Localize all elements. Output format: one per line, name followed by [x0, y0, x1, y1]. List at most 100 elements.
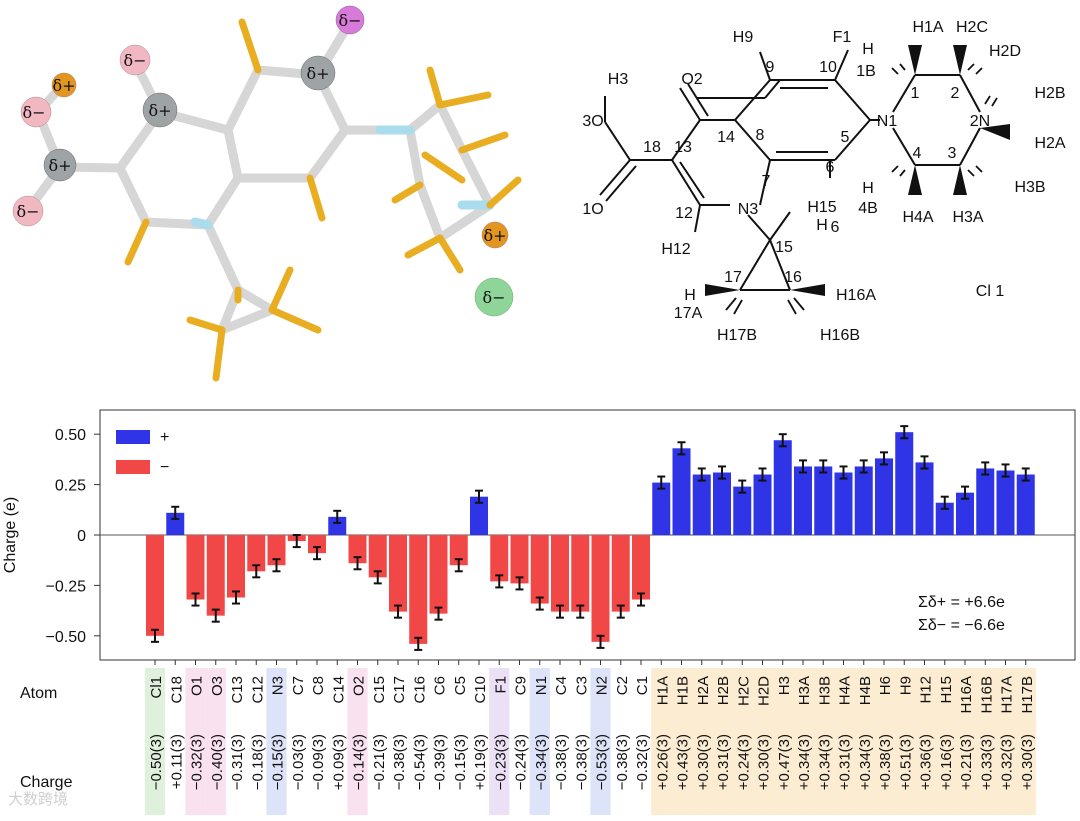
x-tick-label: C12 [249, 676, 266, 704]
atom-charge-label: δ− [338, 11, 361, 30]
structure-atom-label: 3 [948, 145, 957, 162]
x-tick-label: C18 [168, 676, 185, 704]
bar-h2c [733, 486, 752, 535]
atom-row-label: Atom [20, 685, 57, 702]
atom-sphere [43, 148, 77, 182]
category-highlight-band [772, 668, 793, 815]
bar-c8 [308, 535, 326, 554]
charge-value-label: +0.26(3) [654, 734, 671, 790]
category-highlight-band [144, 668, 166, 815]
structure-atom-label: H2C [956, 19, 988, 36]
bar-c17 [389, 535, 407, 612]
charge-value-label: +0.38(3) [877, 734, 894, 790]
watermark: 大数跨境 [8, 790, 69, 808]
charge-value-label: +0.09(3) [330, 734, 347, 790]
charge-bar-chart: −0.50 −0.25 0 0.25 0.50 Charge (e) + − Σδ+ =… [2, 409, 1076, 815]
category-highlight-band [995, 668, 1016, 815]
charge-value-label: +0.34(3) [796, 734, 813, 790]
x-tick-label: N1 [533, 676, 550, 695]
bar-o3 [206, 535, 225, 616]
structure-atom-label: O2 [681, 71, 702, 88]
bar-o2 [348, 535, 367, 564]
charge-value-label: −0.21(3) [371, 734, 388, 790]
bar-c13 [227, 535, 245, 598]
category-highlight-band [1015, 668, 1036, 815]
structure-atom-label: 9 [766, 59, 775, 76]
bar-h3 [773, 440, 792, 535]
bar-h6 [875, 458, 893, 535]
sum-positive-annotation: Σδ+ = +6.6e [918, 594, 1005, 611]
charge-value-label: +0.32(3) [999, 734, 1016, 790]
category-highlight-band [590, 668, 611, 815]
charge-value-label: −0.39(3) [432, 734, 449, 790]
structure-atom-label: 7 [762, 173, 771, 190]
legend-label-negative: − [160, 459, 169, 476]
x-tick-label: C2 [614, 676, 631, 695]
x-tick-label: C16 [411, 676, 428, 704]
structure-atom-label: 16 [784, 269, 802, 286]
x-tick-label: C4 [553, 676, 570, 695]
category-highlight-band [347, 668, 368, 815]
charge-value-label: −0.18(3) [249, 734, 266, 790]
structure-atom-label: 17 [724, 269, 742, 286]
bar-c9 [510, 535, 529, 584]
structure-atom-label: H17B [717, 327, 757, 344]
structure-atom-label: H2A [1034, 135, 1065, 152]
charge-value-label: +0.43(3) [675, 734, 692, 790]
category-highlight-band [873, 668, 895, 815]
charge-value-label: −0.54(3) [411, 734, 428, 790]
structure-atom-label: 1B [856, 63, 876, 80]
atom-sphere [119, 44, 151, 76]
bar-c2 [611, 535, 630, 612]
charge-value-label: +0.30(3) [1019, 734, 1036, 790]
x-tick-label: N2 [594, 676, 611, 695]
structure-atom-label: 17A [674, 305, 703, 322]
y-axis-label: Charge (e) [2, 497, 19, 573]
bar-h9 [895, 432, 914, 535]
bar-c14 [328, 516, 347, 535]
atom-sphere [12, 195, 44, 227]
x-tick-labels: Cl1 C18 O1 O3 C13 C12 N3 C7 C8 C14 O2 C15 C17 C16 C6 C5… [148, 660, 1036, 714]
atom-sphere [20, 96, 52, 128]
structure-atom-label: F1 [833, 29, 852, 46]
structure-atom-label: Cl 1 [976, 283, 1005, 300]
structure-atom-label: H [684, 287, 696, 304]
charge-value-label: −0.38(3) [573, 734, 590, 790]
y-tick-label: 0 [77, 528, 86, 545]
charge-value-label: +0.36(3) [918, 734, 935, 790]
x-tick-label: H16B [978, 676, 995, 714]
x-tick-label: N3 [270, 676, 287, 695]
charge-value-label: −0.34(3) [533, 734, 550, 790]
structure-atom-label: H [862, 41, 874, 58]
charge-value-label: +0.34(3) [816, 734, 833, 790]
structure-atom-label: H12 [661, 241, 690, 258]
structure-atom-label: 8 [756, 127, 765, 144]
category-highlight-band [691, 668, 712, 815]
category-highlight-band [732, 668, 753, 815]
x-tick-label: H2A [695, 676, 712, 705]
charge-value-label: −0.38(3) [553, 734, 570, 790]
charge-row-label: Charge [20, 774, 73, 791]
structure-atom-label: H3B [1014, 179, 1045, 196]
category-highlight-band [792, 668, 814, 815]
structure-atom-label: H2B [1034, 85, 1065, 102]
x-tick-label: C14 [330, 676, 347, 704]
category-highlight-band [489, 668, 510, 815]
charge-value-label: +0.11(3) [168, 734, 185, 789]
charge-value-label: +0.34(3) [857, 734, 874, 790]
x-tick-label: H12 [918, 676, 935, 704]
y-tick-label: 0.25 [55, 478, 86, 495]
charge-value-labels: −0.50(3) +0.11(3) −0.32(3) −0.40(3) −0.31(3)… [148, 734, 1036, 790]
structure-atom-label: 4B [858, 200, 878, 217]
charge-value-label: −0.50(3) [148, 734, 165, 790]
legend-swatch-positive [116, 430, 150, 444]
bar-c3 [571, 535, 590, 612]
structure-atom-label: 5 [841, 129, 850, 146]
error-bars [151, 425, 1030, 651]
x-tick-label: H15 [938, 676, 955, 704]
x-tick-label: C1 [634, 676, 651, 695]
bar-h12 [915, 462, 934, 535]
atom-sphere [474, 277, 514, 317]
charge-value-label: −0.23(3) [492, 734, 509, 790]
legend-swatch-negative [116, 460, 150, 474]
